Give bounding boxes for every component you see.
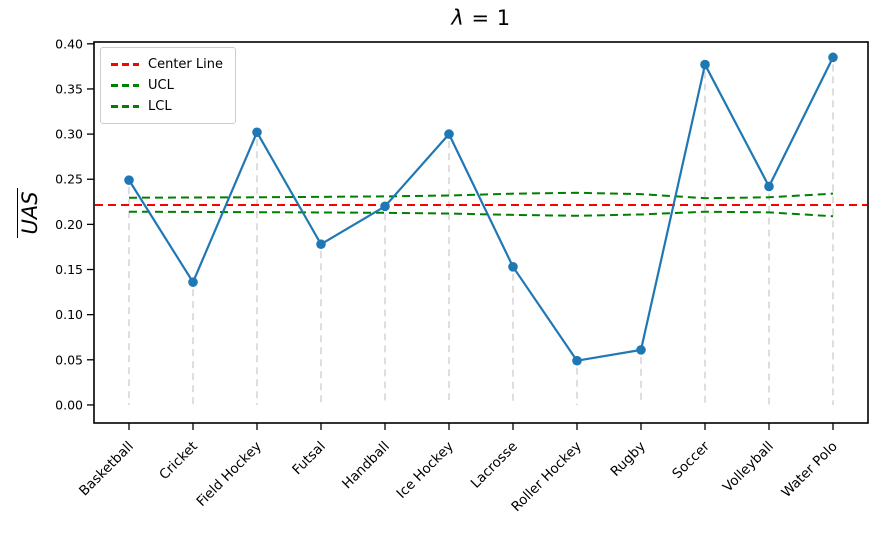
legend-label: UCL bbox=[148, 78, 174, 93]
legend-item-center-line: Center Line bbox=[111, 54, 223, 75]
ucl-line bbox=[128, 191, 834, 200]
x-tick-label: Ice Hockey bbox=[394, 439, 457, 502]
x-tick-label: Lacrosse bbox=[468, 439, 521, 492]
legend-label: Center Line bbox=[148, 57, 223, 72]
chart-title: λ = 1 bbox=[94, 6, 868, 30]
x-tick-label: Rugby bbox=[607, 439, 648, 480]
data-point bbox=[252, 127, 262, 138]
data-point bbox=[380, 201, 390, 212]
y-tick-label: 0.10 bbox=[55, 307, 83, 322]
lambda-symbol: λ bbox=[451, 6, 465, 30]
x-tick-label: Futsal bbox=[289, 439, 329, 479]
y-tick-label: 0.40 bbox=[55, 36, 83, 51]
lcl-line bbox=[128, 210, 834, 218]
data-point bbox=[636, 345, 646, 355]
x-tick-label: Soccer bbox=[669, 438, 713, 482]
ucl-dash-swatch bbox=[111, 84, 139, 87]
data-point bbox=[188, 277, 198, 287]
y-tick-label: 0.25 bbox=[55, 172, 83, 187]
data-point bbox=[508, 262, 518, 272]
data-point bbox=[316, 239, 326, 250]
y-tick-label: 0.30 bbox=[55, 127, 83, 142]
x-tick-label: Volleyball bbox=[720, 439, 777, 496]
center-line-dash-swatch bbox=[111, 63, 139, 66]
data-point bbox=[828, 52, 838, 63]
lcl-dash-swatch bbox=[111, 105, 139, 108]
legend-label: LCL bbox=[148, 99, 172, 114]
y-tick-label: 0.20 bbox=[55, 217, 83, 232]
data-point bbox=[700, 59, 710, 70]
plot-border bbox=[93, 41, 869, 424]
y-tick-label: 0.35 bbox=[55, 81, 83, 96]
x-tick-label: Basketball bbox=[76, 439, 137, 500]
x-tick-label: Cricket bbox=[156, 439, 201, 484]
data-point bbox=[444, 129, 454, 139]
legend-item-ucl: UCL bbox=[111, 75, 223, 96]
y-tick-label: 0.00 bbox=[55, 397, 83, 412]
y-tick-label: 0.15 bbox=[55, 262, 83, 277]
legend: Center Line UCL LCL bbox=[100, 47, 236, 124]
data-point bbox=[764, 181, 774, 192]
data-point bbox=[124, 175, 134, 185]
chart-title-rest: = 1 bbox=[464, 6, 511, 30]
data-point bbox=[572, 355, 582, 366]
x-tick-label: Handball bbox=[339, 439, 393, 493]
x-tick-label: Field Hockey bbox=[193, 439, 264, 510]
y-tick-label: 0.05 bbox=[55, 352, 83, 367]
uas-line bbox=[128, 56, 834, 362]
x-tick-label: Water Polo bbox=[779, 439, 841, 501]
legend-item-lcl: LCL bbox=[111, 96, 223, 117]
